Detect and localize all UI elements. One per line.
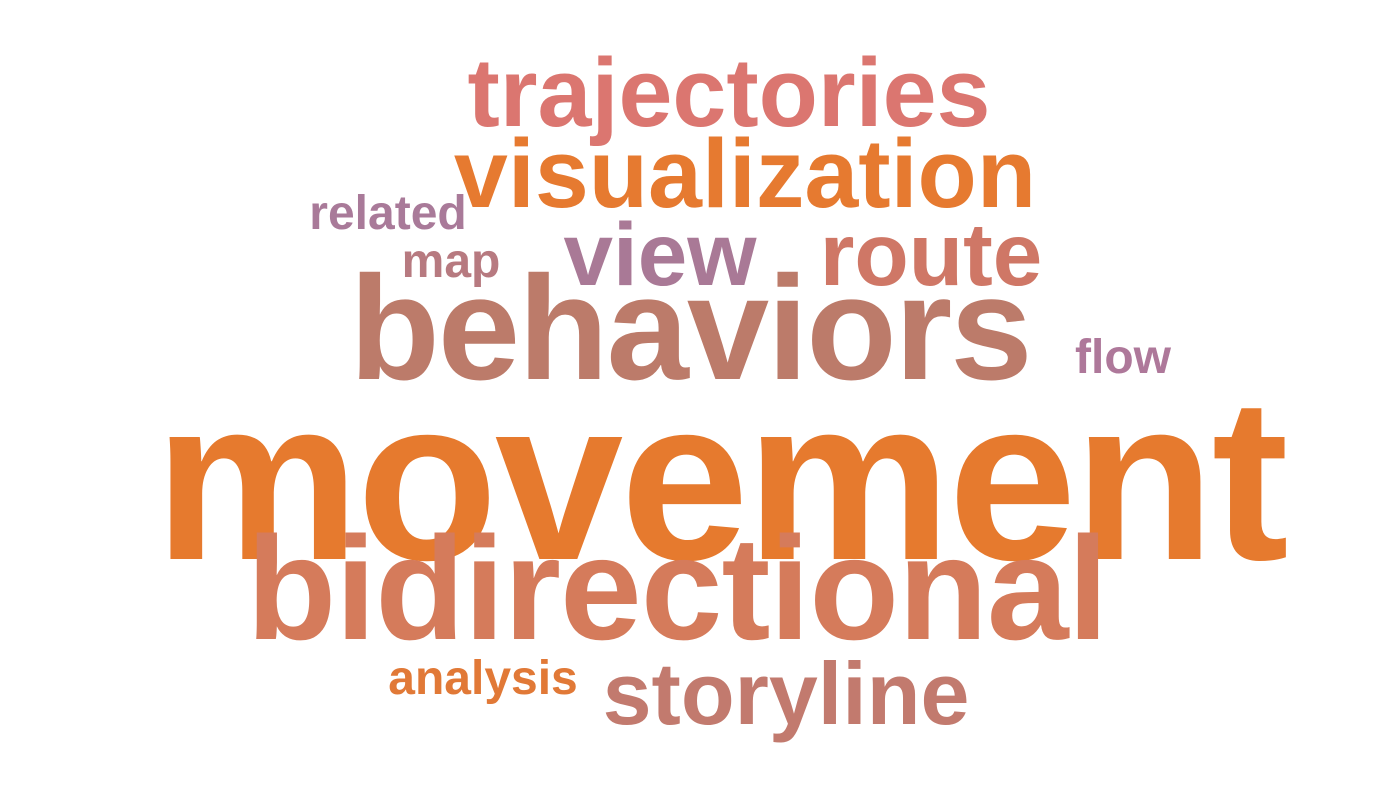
word-analysis: analysis <box>388 652 578 705</box>
word-flow: flow <box>1075 331 1171 384</box>
word-storyline: storyline <box>602 644 970 743</box>
word-behaviors: behaviors <box>349 246 1032 411</box>
word-map: map <box>401 235 501 288</box>
word-view: view <box>563 204 757 304</box>
word-related: related <box>309 187 467 240</box>
word-visualization: visualization <box>453 119 1037 228</box>
word-bidirectional: bidirectional <box>246 507 1109 671</box>
word-route: route <box>819 204 1043 304</box>
word-movement: movement <box>154 350 1288 608</box>
word-trajectories: trajectories <box>467 38 991 147</box>
